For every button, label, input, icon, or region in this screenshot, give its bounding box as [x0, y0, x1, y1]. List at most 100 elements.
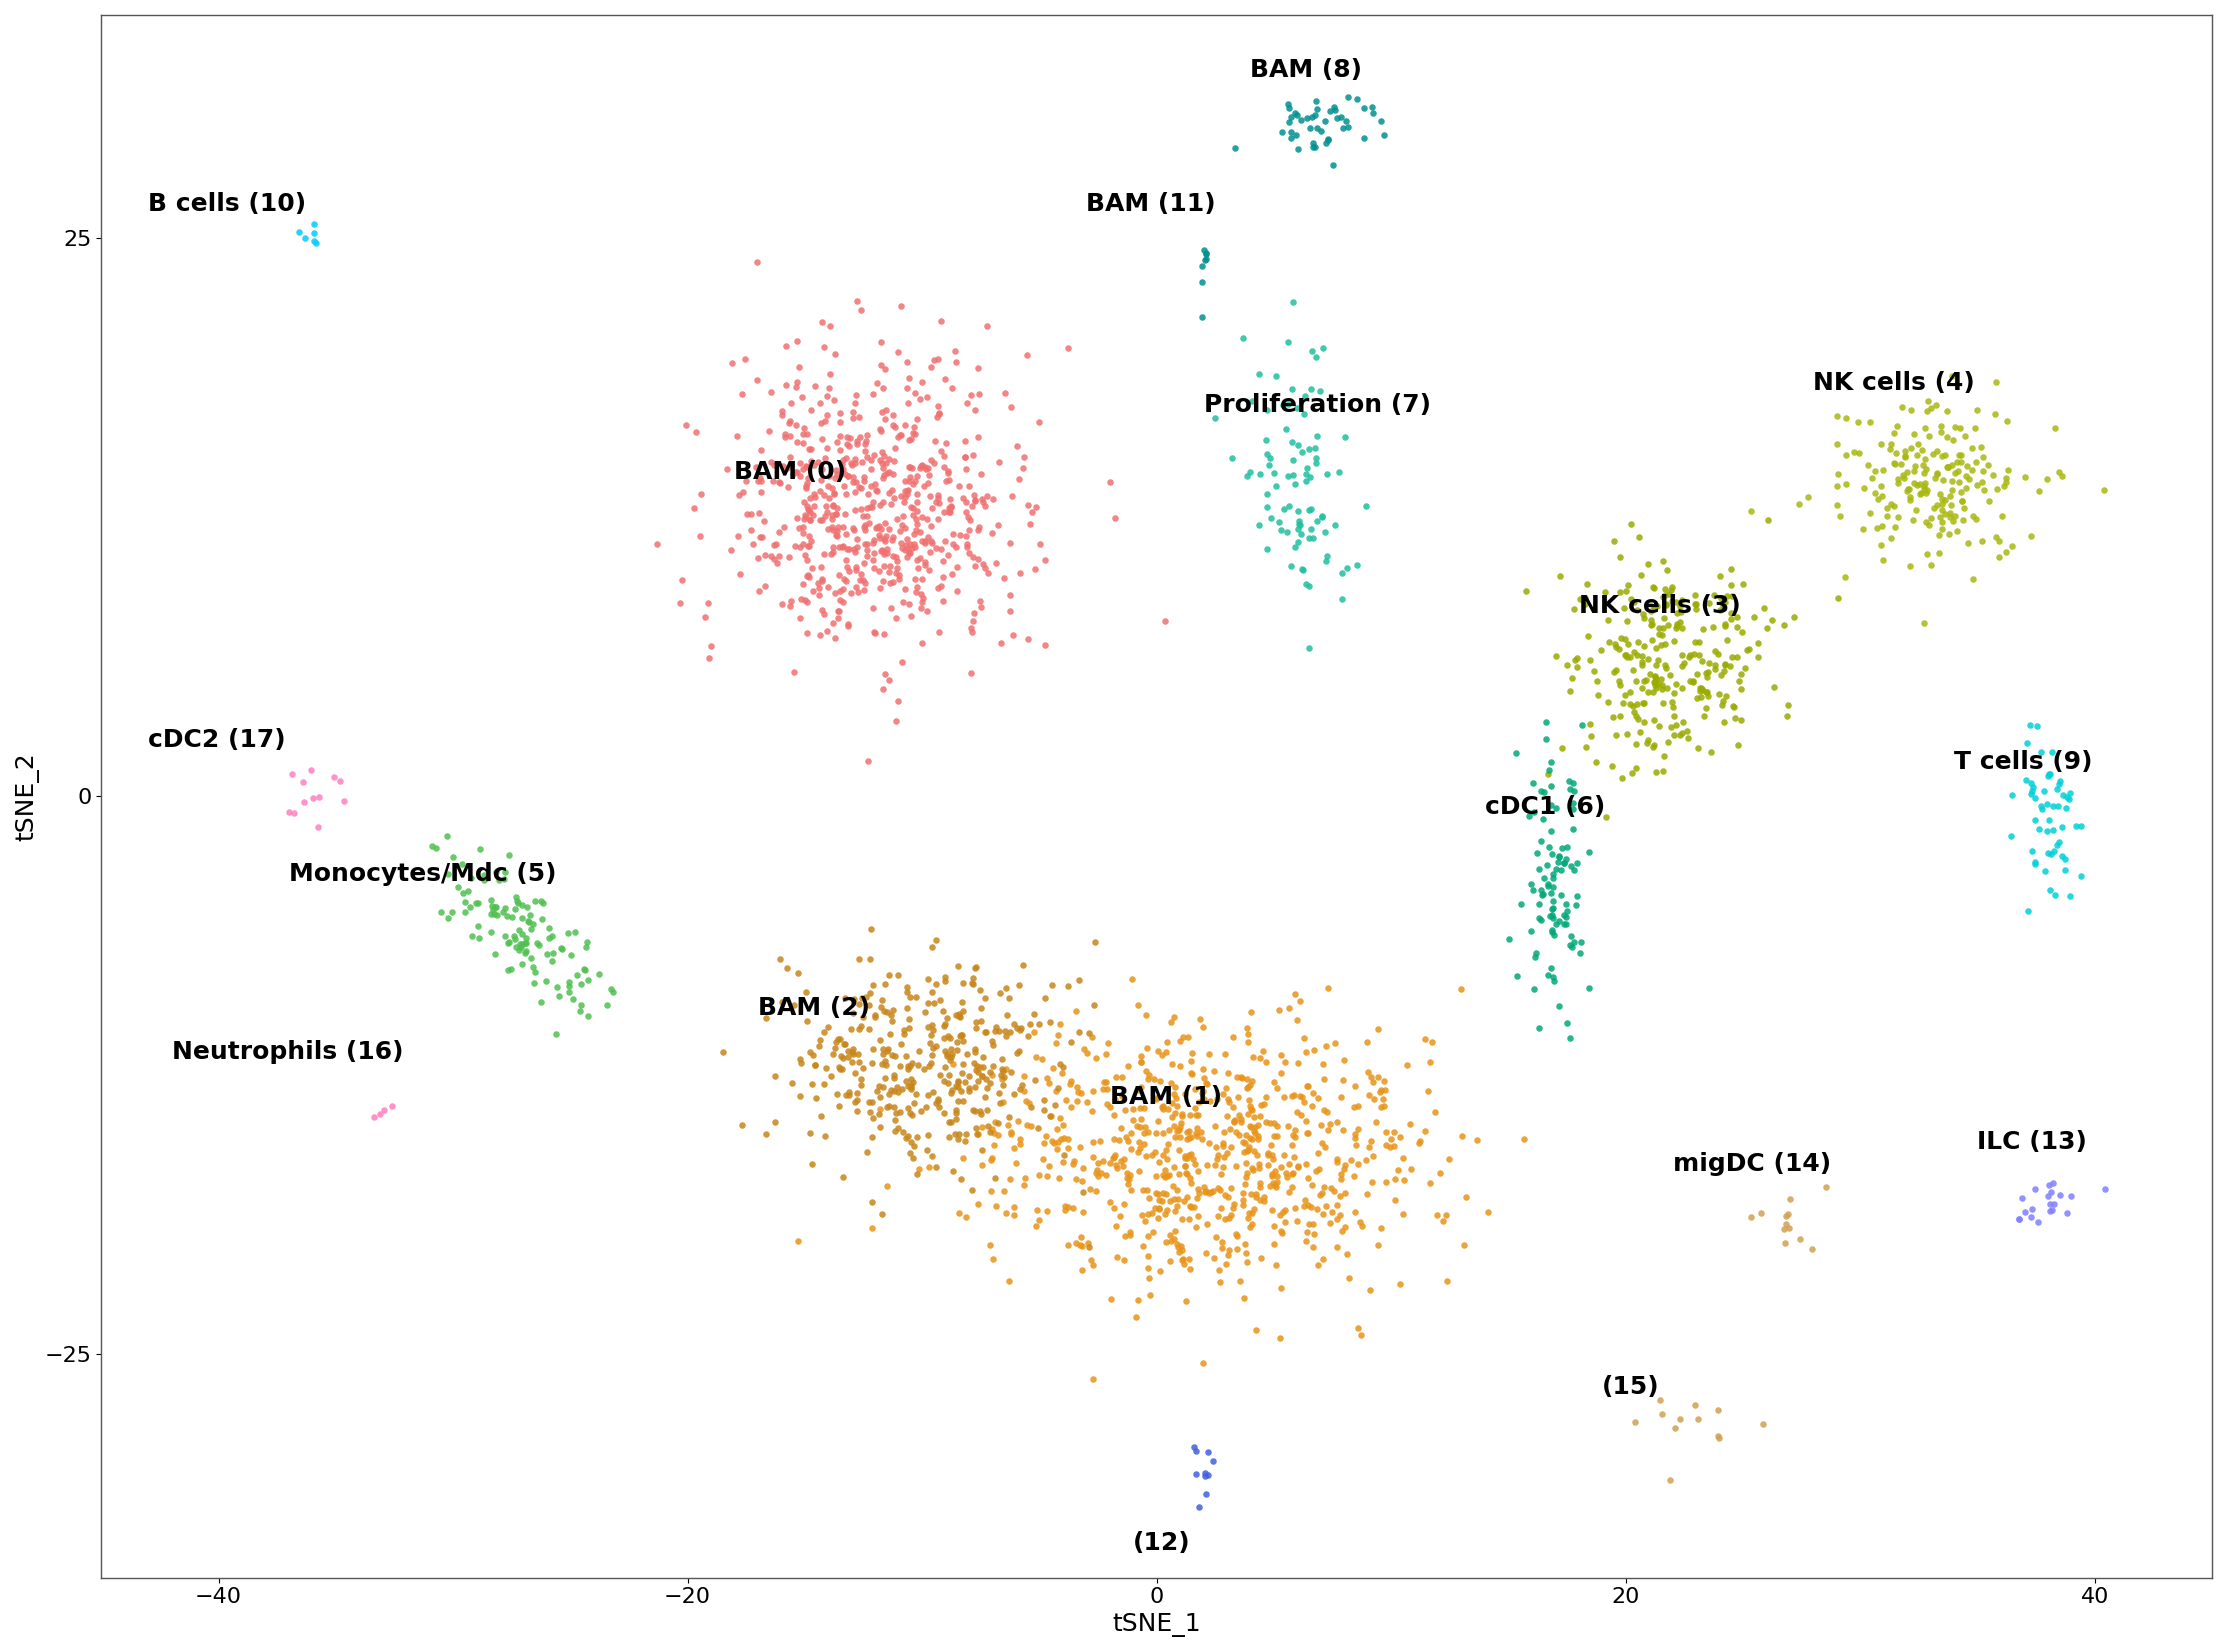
- Point: [1911, 512, 1946, 539]
- Point: [1708, 611, 1744, 638]
- Point: [517, 887, 552, 914]
- Point: [1548, 851, 1583, 877]
- Point: [1000, 1107, 1036, 1133]
- Point: [1149, 1028, 1185, 1054]
- Point: [877, 434, 913, 461]
- Point: [1216, 1024, 1252, 1051]
- Point: [1065, 1180, 1100, 1206]
- Point: [1004, 952, 1040, 978]
- Point: [1557, 646, 1592, 672]
- Point: [1601, 671, 1637, 697]
- Point: [933, 1077, 969, 1104]
- Point: [893, 426, 929, 453]
- Point: [797, 484, 833, 510]
- Point: [1305, 1175, 1341, 1201]
- Point: [1216, 1194, 1252, 1221]
- Point: [935, 375, 971, 401]
- Point: [1546, 834, 1581, 861]
- Point: [918, 927, 953, 953]
- Point: [1372, 1127, 1407, 1153]
- Point: [1091, 1029, 1127, 1056]
- Point: [1098, 1085, 1134, 1112]
- Point: [744, 436, 779, 463]
- Point: [806, 1070, 842, 1097]
- Point: [742, 464, 777, 491]
- Point: [1610, 631, 1646, 657]
- Text: cDC1 (6): cDC1 (6): [1485, 795, 1606, 819]
- Point: [1608, 608, 1644, 634]
- Point: [862, 525, 897, 552]
- Point: [884, 535, 920, 562]
- Point: [1020, 408, 1056, 434]
- Point: [1002, 1127, 1038, 1153]
- Point: [1156, 1226, 1191, 1252]
- Point: [1688, 659, 1724, 686]
- Point: [488, 859, 523, 885]
- Point: [1198, 1135, 1234, 1161]
- Point: [1590, 608, 1626, 634]
- Point: [802, 477, 837, 504]
- Point: [1635, 573, 1670, 600]
- Point: [1189, 1151, 1225, 1178]
- Point: [1044, 1148, 1080, 1175]
- Point: [1530, 757, 1566, 783]
- Point: [1289, 1107, 1325, 1133]
- Point: [1708, 588, 1744, 615]
- Point: [909, 1137, 944, 1163]
- Point: [866, 621, 902, 648]
- Point: [1129, 1057, 1165, 1084]
- Point: [474, 894, 510, 920]
- Point: [817, 340, 853, 367]
- Point: [864, 451, 900, 477]
- Point: [710, 456, 746, 482]
- Point: [1517, 943, 1552, 970]
- Point: [1868, 496, 1904, 522]
- Point: [1316, 94, 1352, 121]
- Point: [1292, 572, 1327, 598]
- Point: [1528, 709, 1563, 735]
- Point: [797, 1052, 833, 1079]
- Point: [2033, 876, 2069, 902]
- Point: [855, 1036, 891, 1062]
- Point: [1913, 504, 1949, 530]
- Point: [846, 1003, 882, 1029]
- Point: [764, 398, 799, 425]
- Point: [1285, 401, 1321, 428]
- Point: [1982, 544, 2018, 570]
- Point: [1229, 1138, 1265, 1165]
- Point: [993, 598, 1029, 624]
- Point: [1686, 616, 1721, 643]
- Point: [1258, 1170, 1294, 1196]
- Point: [848, 537, 884, 563]
- Point: [1559, 892, 1595, 919]
- Point: [296, 210, 332, 236]
- Point: [922, 1062, 958, 1089]
- Point: [806, 1018, 842, 1044]
- Point: [969, 312, 1004, 339]
- Point: [820, 496, 855, 522]
- Point: [1254, 1163, 1289, 1189]
- Point: [1198, 1146, 1234, 1173]
- Point: [811, 515, 846, 542]
- Point: [1666, 709, 1701, 735]
- Point: [1042, 1125, 1078, 1151]
- Point: [2004, 1184, 2040, 1211]
- Point: [964, 1062, 1000, 1089]
- Point: [973, 1145, 1009, 1171]
- Point: [1227, 1150, 1263, 1176]
- Point: [848, 444, 884, 471]
- Point: [294, 757, 330, 783]
- Point: [962, 461, 998, 487]
- Point: [791, 1008, 826, 1034]
- Point: [1733, 499, 1768, 525]
- Point: [1864, 482, 1900, 509]
- Point: [1363, 109, 1399, 135]
- Point: [1866, 547, 1902, 573]
- Point: [895, 502, 931, 529]
- Point: [1036, 1130, 1071, 1156]
- Point: [570, 966, 606, 993]
- Point: [1098, 1142, 1134, 1168]
- Point: [1276, 446, 1312, 472]
- Point: [893, 1074, 929, 1100]
- Point: [806, 334, 842, 360]
